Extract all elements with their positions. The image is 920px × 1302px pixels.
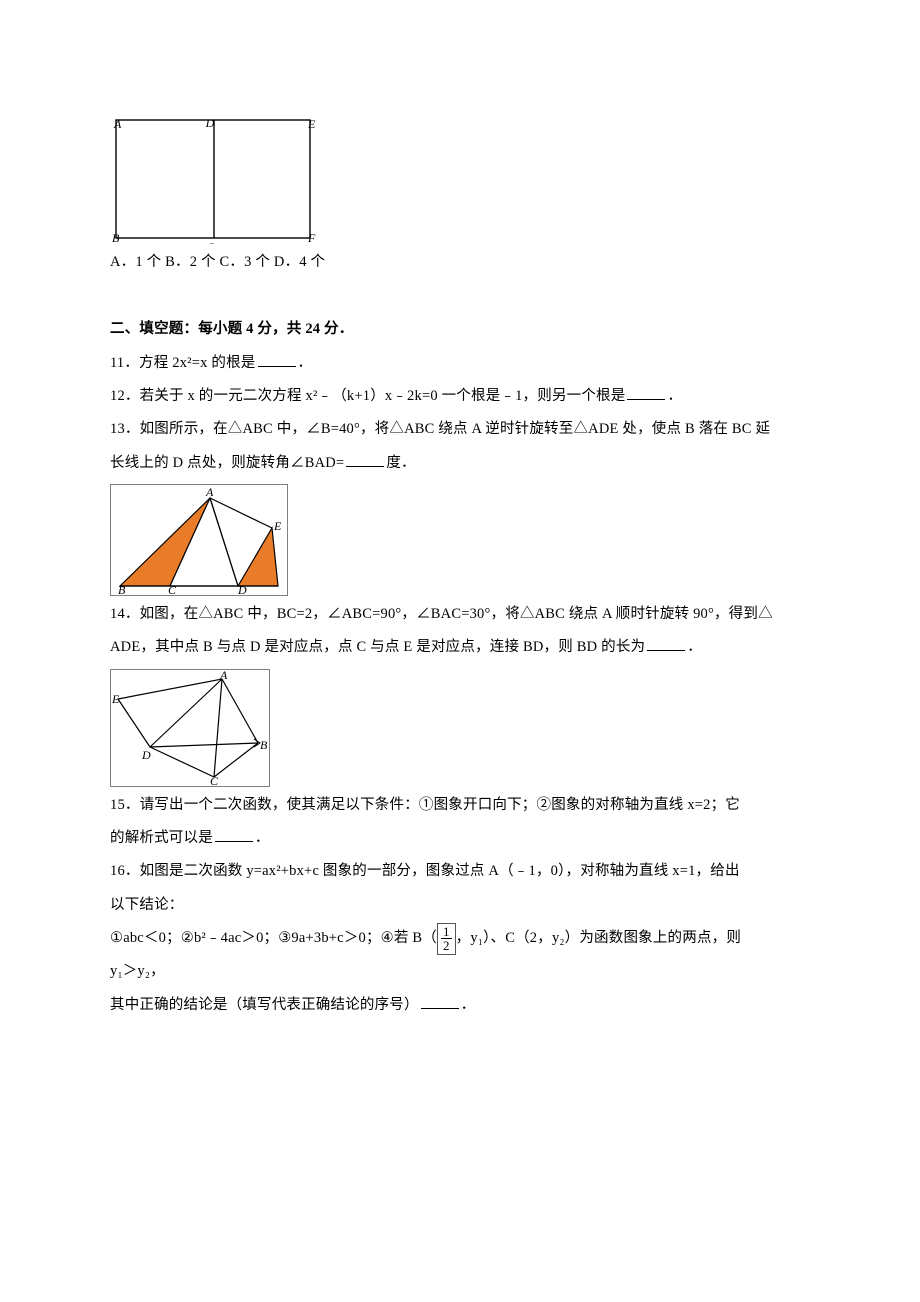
q16-line5a: 其中正确的结论是（填写代表正确结论的序号） [110,997,419,1013]
q11-suffix: ． [298,355,313,371]
q16-line3b: ，y₁）、C（2，y₂）为函数图象上的两点，则 [456,930,741,946]
fraction-num: 1 [441,925,452,940]
svg-text:D: D [205,116,215,130]
q16-line1: 16．如图是二次函数 y=ax²+bx+c 图象的一部分，图象过点 A（﹣1，0… [110,855,810,888]
page: A D E B C F A．1 个 B．2 个 C．3 个 D．4 个 二、填空… [0,0,920,1302]
svg-text:C: C [168,583,177,596]
figure-rotation-triangle: B C D A E [110,484,810,596]
q15-line2: 的解析式可以是 ． [110,822,810,855]
q16-line3a: ①abc＜0；②b²﹣4ac＞0；③9a+3b+c＞0；④若 B（ [110,930,437,946]
q13-line2a: 长线上的 D 点处，则旋转角∠BAD= [110,455,344,471]
q14-line2a: ADE，其中点 B 与点 D 是对应点，点 C 与点 E 是对应点，连接 BD，… [110,639,645,655]
svg-text:D: D [237,583,247,596]
spacer [110,279,810,313]
q13-line2: 长线上的 D 点处，则旋转角∠BAD= 度． [110,447,810,480]
fraction-half: 12 [437,923,456,955]
q15-line2a: 的解析式可以是 [110,830,213,846]
figure-rotation-quad: A B C D E [110,669,810,787]
q12-blank [627,386,665,400]
q14-line2b: ． [687,639,702,655]
q12-suffix: ． [667,388,682,404]
q14-line1: 14．如图，在△ABC 中，BC=2，∠ABC=90°，∠BAC=30°，将△A… [110,598,810,631]
svg-text:B: B [112,231,120,244]
q16-line5b: ． [461,997,476,1013]
q13-blank [346,453,384,467]
svg-text:C: C [206,240,215,244]
svg-text:C: C [210,774,219,787]
svg-text:E: E [273,519,282,533]
q16-line5: 其中正确的结论是（填写代表正确结论的序号） ． [110,989,810,1022]
q12: 12．若关于 x 的一元二次方程 x²﹣（k+1）x﹣2k=0 一个根是﹣1，则… [110,380,810,413]
svg-text:A: A [205,485,214,499]
q16-line3: ①abc＜0；②b²﹣4ac＞0；③9a+3b+c＞0；④若 B（12，y₁）、… [110,922,810,955]
q15-blank [215,828,253,842]
svg-text:F: F [307,231,316,244]
svg-text:D: D [141,748,151,762]
svg-text:A: A [113,117,122,131]
q14-line2: ADE，其中点 B 与点 D 是对应点，点 C 与点 E 是对应点，连接 BD，… [110,631,810,664]
q13-line1: 13．如图所示，在△ABC 中，∠B=40°，将△ABC 绕点 A 逆时针旋转至… [110,413,810,446]
figure-rectangles: A D E B C F [110,114,810,244]
svg-text:E: E [307,117,316,131]
q16-line2: 以下结论： [110,889,810,922]
q12-text: 12．若关于 x 的一元二次方程 x²﹣（k+1）x﹣2k=0 一个根是﹣1，则… [110,388,625,404]
q11-blank [258,353,296,367]
svg-text:B: B [118,583,126,596]
fraction-den: 2 [441,939,452,953]
q16-blank [421,995,459,1009]
section-2-title: 二、填空题：每小题 4 分，共 24 分． [110,313,810,346]
q14-blank [647,637,685,651]
q13-line2b: 度． [386,455,415,471]
q10-options: A．1 个 B．2 个 C．3 个 D．4 个 [110,246,810,279]
svg-text:E: E [111,692,120,706]
svg-text:B: B [260,738,268,752]
svg-text:A: A [219,669,228,682]
q11-text: 11．方程 2x²=x 的根是 [110,355,256,371]
q15-line2b: ． [255,830,270,846]
q16-line4: y₁＞y₂， [110,955,810,988]
q11: 11．方程 2x²=x 的根是 ． [110,347,810,380]
q15-line1: 15．请写出一个二次函数，使其满足以下条件：①图象开口向下；②图象的对称轴为直线… [110,789,810,822]
